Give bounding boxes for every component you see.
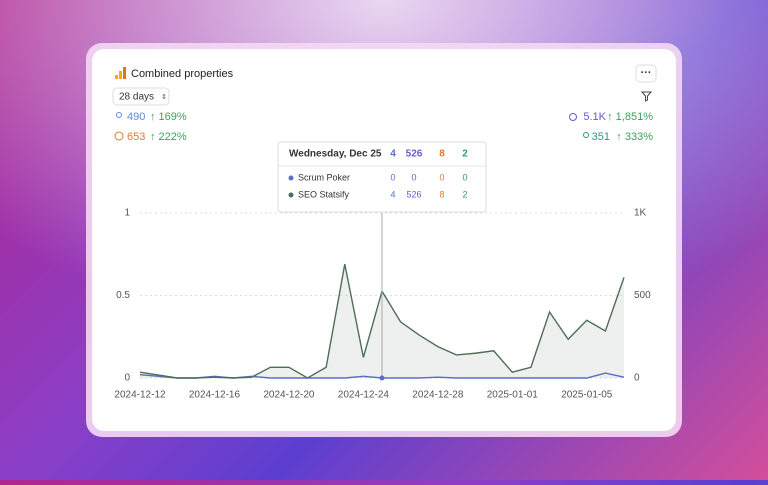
views-icon — [569, 113, 577, 121]
tooltip-box — [277, 141, 487, 213]
tooltip-value: 0 — [462, 172, 467, 182]
y-tick-label: 1 — [124, 208, 130, 219]
stat-value: 490 — [127, 111, 145, 123]
menu-dots: ··· — [641, 67, 652, 79]
stat-value: 351 — [592, 131, 610, 143]
x-tick-label: 2024-12-28 — [412, 390, 464, 401]
plot: 0 0.5 1 0 500 1K 2024-12-12 2024-12-16 2024-12-2… — [114, 208, 651, 401]
tooltip-total: 2 — [462, 149, 468, 160]
tooltip-total: 526 — [406, 149, 423, 160]
tooltip-value: 0 — [439, 172, 444, 182]
tooltip-value: 0 — [390, 172, 395, 182]
title: Combined properties — [131, 68, 234, 80]
x-tick-label: 2024-12-12 — [114, 390, 166, 401]
user-icon — [583, 132, 589, 138]
legend-dot — [288, 192, 294, 198]
filter-icon[interactable] — [640, 91, 653, 102]
range-caret: ⇕ — [161, 93, 167, 101]
tooltip-date: Wednesday, Dec 25 — [289, 149, 382, 160]
tooltip-series: SEO Statsify — [298, 189, 350, 199]
menu-button[interactable] — [635, 64, 657, 83]
stat-change: ↑ 169% — [150, 111, 187, 123]
legend-dot — [288, 175, 294, 181]
tooltip-value: 8 — [439, 189, 444, 199]
tooltip: Wednesday, Dec 25 4 526 8 2 Scrum Poker 0 0 0 0 S… — [277, 141, 487, 213]
logo — [115, 67, 126, 79]
range-label: 28 days — [119, 92, 154, 103]
stat-value: 653 — [127, 131, 145, 143]
range-select[interactable] — [112, 87, 170, 106]
y2-tick-label: 1K — [634, 208, 647, 219]
stat-change: ↑ 333% — [616, 131, 653, 143]
tooltip-total: 4 — [390, 149, 396, 160]
card — [92, 49, 676, 431]
users-icon — [116, 112, 122, 118]
y2-tick-label: 0 — [634, 373, 640, 384]
hover-point — [379, 375, 385, 381]
tooltip-value: 0 — [411, 172, 416, 182]
tooltip-value: 526 — [406, 189, 421, 199]
tooltip-value: 2 — [462, 189, 467, 199]
tooltip-total: 8 — [439, 149, 445, 160]
x-tick-label: 2025-01-01 — [487, 390, 539, 401]
y-tick-label: 0 — [124, 373, 130, 384]
stat-value: 5.1K — [583, 111, 606, 123]
time-icon — [114, 131, 124, 141]
stat-change: ↑ 1,851% — [607, 111, 653, 123]
x-tick-label: 2024-12-16 — [189, 390, 241, 401]
x-tick-label: 2025-01-05 — [561, 390, 613, 401]
stat-change: ↑ 222% — [150, 131, 187, 143]
x-tick-label: 2024-12-24 — [338, 390, 390, 401]
tooltip-series: Scrum Poker — [298, 172, 350, 182]
x-tick-label: 2024-12-20 — [263, 390, 315, 401]
y-tick-label: 0.5 — [116, 290, 130, 301]
tooltip-value: 4 — [390, 189, 395, 199]
y2-tick-label: 500 — [634, 290, 651, 301]
